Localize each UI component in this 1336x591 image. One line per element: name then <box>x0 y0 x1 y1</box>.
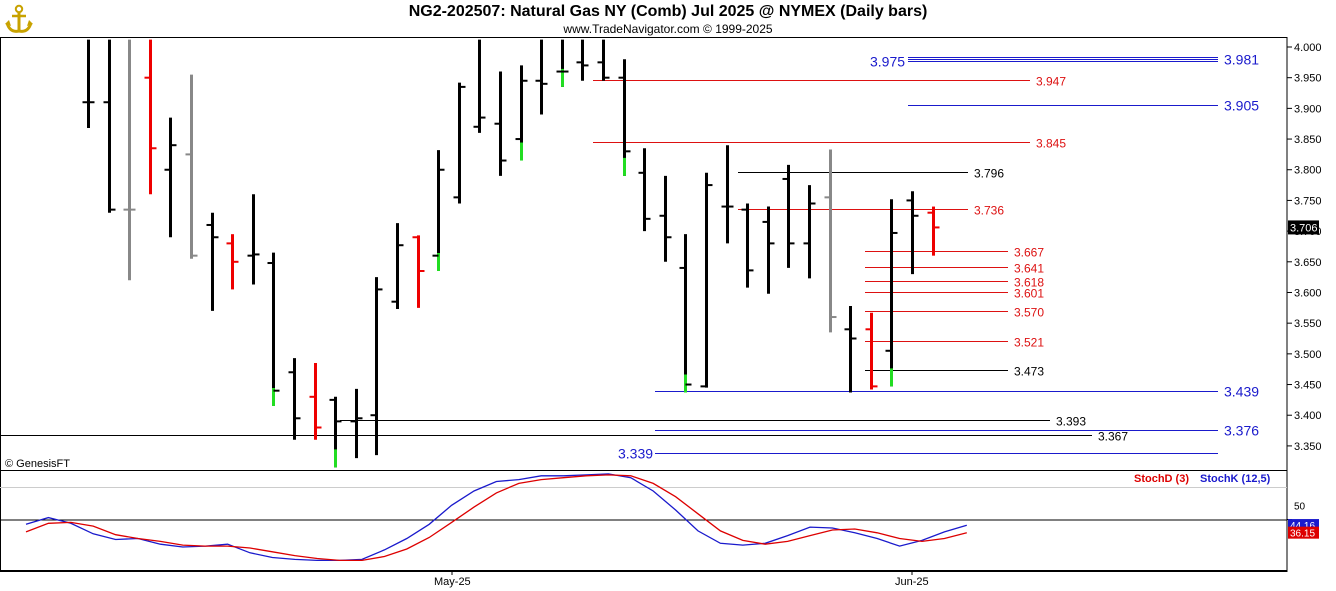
level-label-3.339: 3.339 <box>618 446 653 462</box>
level-label-3.521: 3.521 <box>1014 336 1044 350</box>
price-tick-label: 4.000 <box>1294 42 1322 54</box>
page-title: NG2-202507: Natural Gas NY (Comb) Jul 20… <box>408 3 928 20</box>
level-label-3.736: 3.736 <box>974 204 1004 218</box>
price-tick-label: 3.650 <box>1294 257 1322 269</box>
legend-stochK: StochK (12,5) <box>1200 473 1271 485</box>
legend-stochD: StochD (3) <box>1134 473 1189 485</box>
level-label-3.845: 3.845 <box>1036 137 1066 151</box>
stochD-value-box <box>1288 526 1319 539</box>
stoch-line-k <box>25 473 967 562</box>
copyright-label: © GenesisFT <box>5 458 70 470</box>
last-price-box <box>1288 220 1319 235</box>
chart-frame <box>0 37 1288 572</box>
price-tick-label: 3.550 <box>1294 318 1322 330</box>
plot-border <box>0 37 1288 572</box>
level-label-3.376: 3.376 <box>1224 423 1259 439</box>
price-tick-label: 3.750 <box>1294 195 1322 207</box>
level-label-3.367: 3.367 <box>1098 430 1128 444</box>
level-label-3.641: 3.641 <box>1014 262 1044 276</box>
price-tick-label: 3.800 <box>1294 165 1322 177</box>
price-tick-label: 3.400 <box>1294 410 1322 422</box>
support-resistance-levels: 3.981 3.975 3.947 3.905 3.845 3.796 3.736 3.667… <box>0 52 1259 462</box>
level-label-3.947: 3.947 <box>1036 75 1066 89</box>
price-tick-label: 3.600 <box>1294 287 1322 299</box>
level-label-3.667: 3.667 <box>1014 246 1044 260</box>
price-tick-label: 3.850 <box>1294 134 1322 146</box>
level-label-3.473: 3.473 <box>1014 365 1044 379</box>
price-bars <box>82 39 940 468</box>
stochK-value-label: 44.16 <box>1290 521 1315 532</box>
level-label-3.439: 3.439 <box>1224 384 1259 400</box>
price-tick-label: 3.450 <box>1294 380 1322 392</box>
level-label-3.796: 3.796 <box>974 167 1004 181</box>
stoch-tick-label: 50 <box>1294 502 1306 513</box>
page-subtitle: www.TradeNavigator.com © 1999-2025 <box>563 22 773 36</box>
price-tick-label: 3.350 <box>1294 441 1322 453</box>
level-label-3.570: 3.570 <box>1014 306 1044 320</box>
level-label-3.981: 3.981 <box>1224 52 1259 68</box>
level-label-3.393: 3.393 <box>1056 415 1086 429</box>
level-label-3.905: 3.905 <box>1224 98 1259 114</box>
price-tick-label: 3.950 <box>1294 73 1322 85</box>
price-axis: 4.0003.9503.9003.8503.8003.7503.7003.650… <box>1287 42 1322 453</box>
level-label-3.618: 3.618 <box>1014 276 1044 290</box>
level-label-3.601: 3.601 <box>1014 287 1044 301</box>
stochD-value-label: 36.15 <box>1290 529 1315 540</box>
price-tick-label: 3.900 <box>1294 103 1322 115</box>
date-tick-label: Jun-25 <box>895 576 929 588</box>
date-tick-label: May-25 <box>434 576 471 588</box>
stoch-line-d <box>25 474 967 562</box>
last-price-label: 3.706 <box>1290 222 1318 234</box>
price-tick-label: 3.500 <box>1294 349 1322 361</box>
level-label-3.975: 3.975 <box>870 54 905 70</box>
date-axis: May-25 Jun-25 <box>434 571 929 588</box>
anchor-logo-icon <box>4 3 34 35</box>
